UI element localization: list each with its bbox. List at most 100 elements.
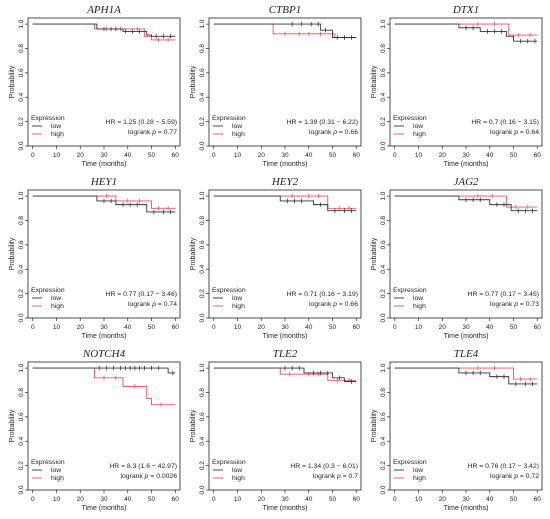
x-tick-label: 60 [172,152,180,159]
logrank-annotation: logrank p = 0.72 [490,473,539,480]
hr-annotation: HR = 1.34 (0.3 − 6.01) [290,463,358,470]
x-tick-label: 40 [124,152,132,159]
y-tick-label: 1.0 [199,19,206,28]
series-line-low [32,367,176,374]
series-line-high [32,195,176,209]
x-tick-label: 50 [329,324,337,331]
p-label: p [151,301,156,308]
y-tick-label: 0.6 [18,240,25,249]
x-tick-label: 40 [124,324,132,331]
logrank-label: logrank [490,129,513,136]
y-tick-label: 0.6 [18,412,25,421]
logrank-annotation: logrank p = 0.66 [309,301,358,308]
y-tick-label: 0.8 [380,44,387,53]
x-tick-label: 10 [53,496,61,503]
p-value: = 0.77 [158,129,177,136]
y-tick-label: 0.4 [18,436,25,445]
legend-title: Expression [393,287,427,294]
panel-title: DTX1 [452,4,479,16]
legend-label-high: high [413,303,426,310]
y-tick-label: 1.0 [18,363,25,372]
x-tick-label: 60 [353,496,361,503]
km-panel-tle2: TLE2 0 10 20 30 40 50 60 0.0 0.2 0.4 0.6 0.8 1.0 Time … [190,348,362,512]
p-label: p [332,129,337,136]
p-label: p [513,301,518,308]
p-label: p [144,473,149,480]
x-tick-label: 0 [393,152,397,159]
p-value: = 0.64 [520,129,539,136]
y-tick-label: 0.4 [18,264,25,273]
y-tick-label: 1.0 [18,19,25,28]
y-axis-label: Probability [9,65,16,98]
y-tick-label: 0.8 [18,44,25,53]
y-tick-label: 0.0 [380,313,387,322]
legend-label-low: low [413,467,423,474]
hr-annotation: HR = 0.76 (0.17 − 3.42) [468,463,539,470]
hr-annotation: HR = 0.71 (0.16 − 3.19) [287,291,358,298]
km-panel-aph1a: APH1A 0 10 20 30 40 50 60 0.0 0.2 0.4 0.6 0.8 1.0 Time… [9,4,181,168]
x-tick-label: 10 [234,152,242,159]
legend-title: Expression [31,287,65,294]
x-tick-label: 0 [393,496,397,503]
p-value: = 0.66 [339,301,358,308]
logrank-label: logrank [309,129,332,136]
logrank-label: logrank [309,301,332,308]
x-tick-label: 40 [305,152,313,159]
x-tick-label: 20 [258,324,266,331]
y-tick-label: 0.8 [380,388,387,397]
y-tick-label: 0.8 [199,44,206,53]
x-axis-label: Time (months) [82,505,127,512]
x-tick-label: 30 [281,496,289,503]
panel-title: CTBP1 [269,4,301,16]
x-tick-label: 20 [439,152,447,159]
x-tick-label: 60 [353,324,361,331]
series-line-low [394,23,538,42]
y-tick-label: 0.4 [199,436,206,445]
panel-title: TLE2 [273,348,298,360]
panel-title: APH1A [86,4,121,16]
x-tick-label: 40 [305,324,313,331]
legend-label-low: low [51,295,61,302]
legend-label-high: high [51,303,64,310]
y-tick-label: 0.2 [380,289,387,298]
hr-annotation: HR = 1.39 (0.31 − 6.22) [287,119,358,126]
x-tick-label: 10 [53,324,61,331]
x-tick-label: 60 [172,496,180,503]
y-tick-label: 0.4 [199,264,206,273]
y-axis-label: Probability [9,237,16,270]
y-axis-label: Probability [371,65,378,98]
legend-title: Expression [31,459,65,466]
y-tick-label: 0.0 [380,141,387,150]
legend-title: Expression [212,459,246,466]
x-tick-label: 30 [100,496,108,503]
y-tick-label: 0.6 [380,240,387,249]
x-tick-label: 40 [305,496,313,503]
x-axis-label: Time (months) [444,505,489,512]
x-tick-label: 60 [353,152,361,159]
legend-label-low: low [413,123,423,130]
legend-label-low: low [232,467,242,474]
x-tick-label: 30 [462,496,470,503]
legend-title: Expression [393,115,427,122]
x-tick-label: 50 [329,152,337,159]
y-tick-label: 0.0 [18,141,25,150]
y-tick-label: 1.0 [199,363,206,372]
x-tick-label: 30 [281,324,289,331]
y-tick-label: 0.0 [18,313,25,322]
x-tick-label: 60 [534,496,542,503]
legend-label-high: high [413,475,426,482]
x-axis-label: Time (months) [444,333,489,340]
x-axis-label: Time (months) [263,161,308,168]
x-tick-label: 0 [212,152,216,159]
x-tick-label: 20 [77,152,85,159]
y-tick-label: 1.0 [18,191,25,200]
series-line-low [32,23,176,37]
x-tick-label: 30 [462,324,470,331]
x-axis-label: Time (months) [263,505,308,512]
y-axis-label: Probability [190,237,197,270]
km-panel-notch4: NOTCH4 0 10 20 30 40 50 60 0.0 0.2 0.4 0.6 0.8 1.0 Tim… [9,348,181,512]
legend-label-low: low [413,295,423,302]
km-panel-tle4: TLE4 0 10 20 30 40 50 60 0.0 0.2 0.4 0.6 0.8 1.0 Time … [371,348,543,512]
x-tick-label: 0 [31,324,35,331]
x-tick-label: 50 [510,496,518,503]
